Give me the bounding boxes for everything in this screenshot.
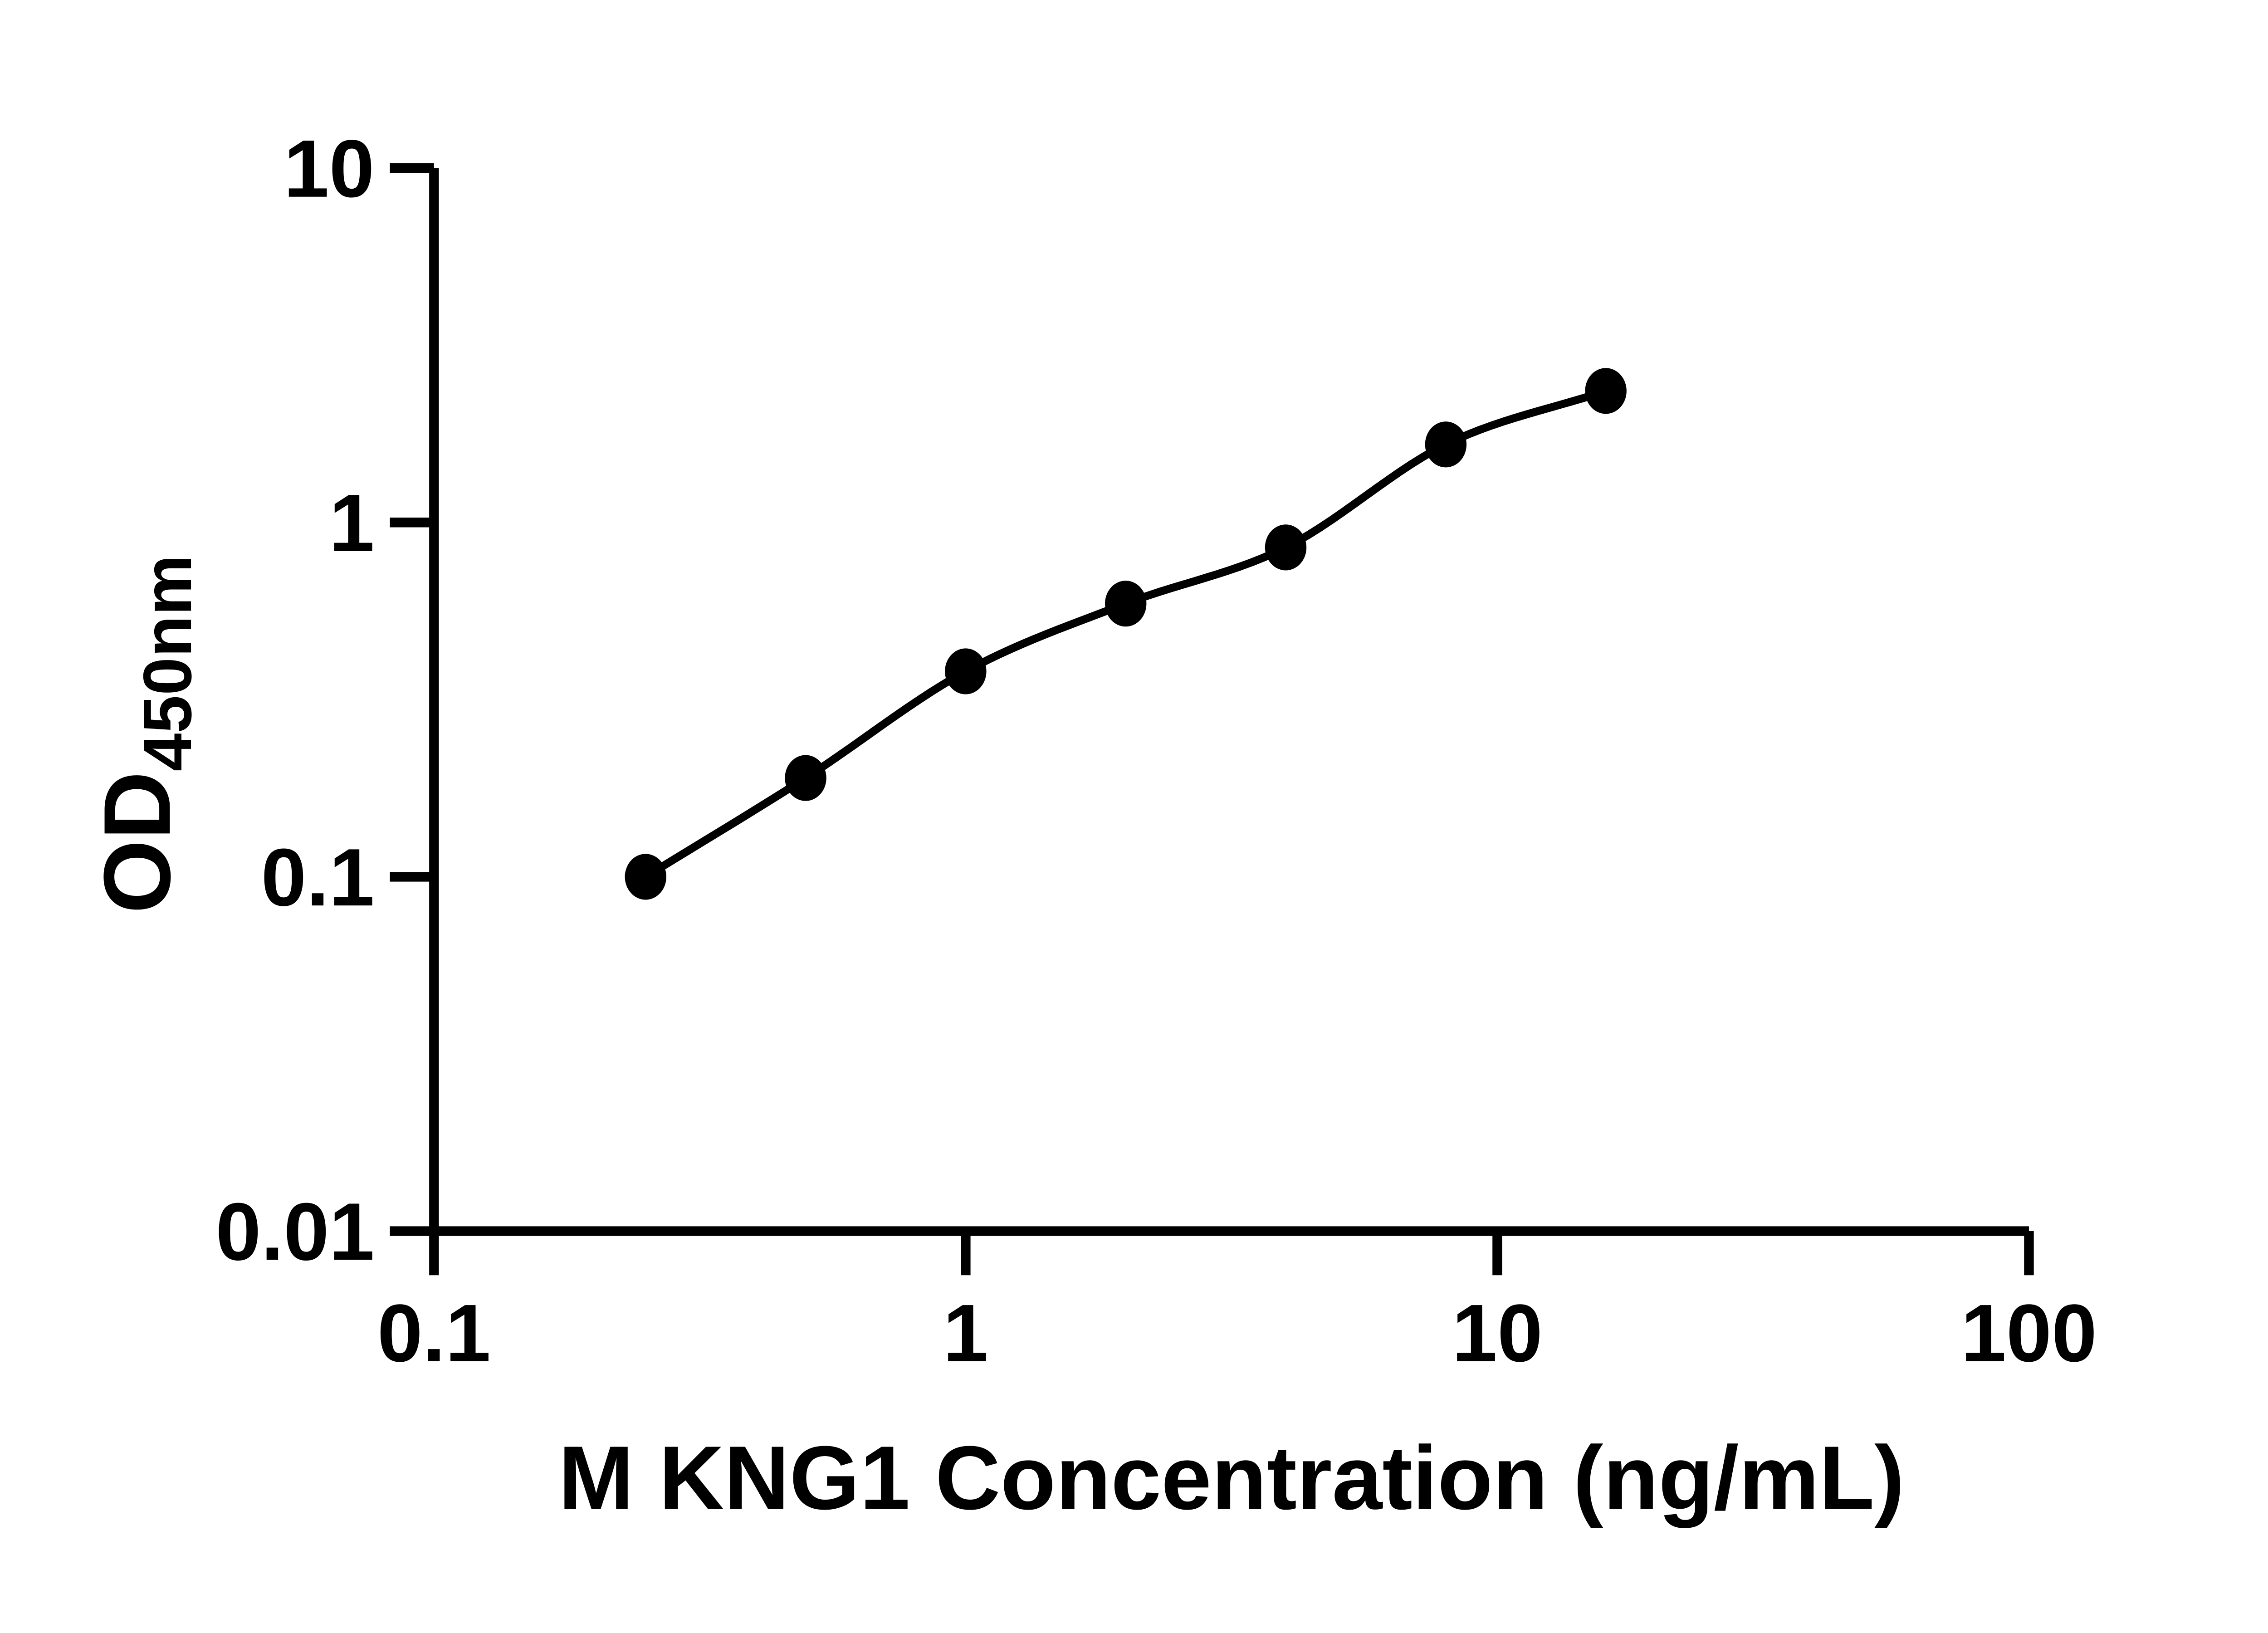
y-axis-tick-labels: 0.01 0.1 1 10	[215, 123, 374, 1277]
data-point-marker	[1585, 368, 1627, 414]
y-axis-title: OD450nm	[84, 555, 205, 914]
data-point-marker	[945, 648, 987, 694]
y-tick-label: 10	[284, 123, 374, 215]
y-tick-label: 0.01	[215, 1186, 374, 1277]
x-tick-label: 1	[943, 1288, 988, 1379]
y-axis-title-subscript: 450nm	[129, 555, 205, 772]
data-point-marker	[625, 854, 666, 900]
x-tick-label: 100	[1961, 1288, 2097, 1379]
y-axis-title-main: OD	[84, 771, 190, 914]
data-point-marker	[1265, 524, 1307, 571]
standard-curve-line	[641, 387, 1610, 881]
x-tick-label: 0.1	[377, 1288, 491, 1379]
x-tick-label: 10	[1452, 1288, 1543, 1379]
x-axis-ticks	[429, 1231, 2034, 1276]
x-axis-tick-labels: 0.1 1 10 100	[377, 1288, 2097, 1379]
axis-frame	[429, 168, 2029, 1236]
data-point-marker	[1105, 581, 1147, 627]
y-axis-ticks	[390, 163, 434, 1236]
data-point-marker	[1425, 421, 1467, 468]
x-axis-title: M KNG1 Concentration (ng/mL)	[558, 1428, 1905, 1529]
y-tick-label: 0.1	[261, 832, 374, 923]
y-tick-label: 1	[329, 478, 375, 569]
data-points	[625, 368, 1627, 900]
data-point-marker	[785, 755, 826, 801]
